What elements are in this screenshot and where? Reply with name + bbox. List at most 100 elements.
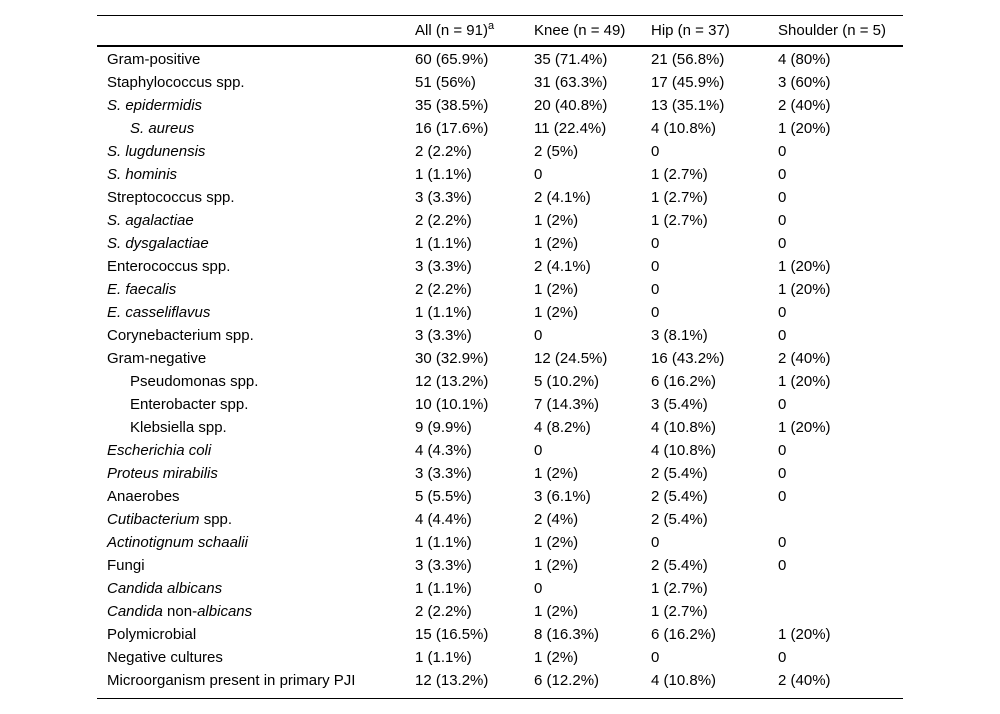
cell-value: 0: [778, 235, 787, 252]
cell-value: 2 (2.2%): [415, 281, 472, 298]
table-row: Pseudomonas spp. 12 (13.2%) 5 (10.2%) 6 (16…: [97, 370, 903, 393]
row-label-italic-segment: S. agalactiae: [107, 212, 194, 229]
table-row: E. casseliflavus 1 (1.1%) 1 (2%) 0 0: [97, 301, 903, 324]
cell-value: 60 (65.9%): [415, 51, 489, 68]
cell-value: 2 (5.4%): [651, 511, 708, 528]
cell-value: 0: [651, 258, 660, 275]
header-column-4: Shoulder (n = 5): [778, 15, 903, 47]
table-row: Klebsiella spp. 9 (9.9%) 4 (8.2%) 4 (10.8%)…: [97, 416, 903, 439]
cell-value: [778, 600, 903, 623]
row-label: Candida non-albicans: [97, 600, 415, 623]
cell-value: 0: [778, 488, 787, 505]
cell-value: 0: [651, 235, 660, 252]
row-label-italic-segment: S. epidermidis: [107, 97, 203, 114]
row-label: Proteus mirabilis: [97, 462, 415, 485]
cell-value: 12 (13.2%): [415, 373, 489, 390]
header-column-2: Knee (n = 49): [534, 15, 651, 47]
cell-value: 1 (2%): [534, 281, 579, 298]
cell-value: 1 (20%): [778, 258, 831, 275]
row-label-segment: Fungi: [107, 557, 145, 574]
cell-value: 51 (56%): [415, 74, 476, 91]
cell-value: 1 (1.1%): [415, 580, 472, 597]
cell-value: 1 (2.7%): [651, 212, 708, 229]
row-label-italic-segment: S. hominis: [107, 166, 178, 183]
cell-value: 1 (20%): [778, 373, 831, 390]
table-row: S. hominis 1 (1.1%) 0 1 (2.7%) 0: [97, 163, 903, 186]
row-label-segment: Polymicrobial: [107, 626, 197, 643]
cell-value: 3 (60%): [778, 74, 831, 91]
cell-value: 0: [651, 649, 660, 666]
cell-value: 1 (1.1%): [415, 235, 472, 252]
row-label-italic-segment: Candida albicans: [107, 580, 223, 597]
cell-value: 35 (71.4%): [534, 51, 608, 68]
table-row: Staphylococcus spp. 51 (56%) 31 (63.3%) 17 …: [97, 71, 903, 94]
table-row: Enterobacter spp. 10 (10.1%) 7 (14.3%) 3 (5…: [97, 393, 903, 416]
row-label-italic-segment: Proteus mirabilis: [107, 465, 218, 482]
row-label-segment: Negative cultures: [107, 649, 223, 666]
cell-value: 11 (22.4%): [534, 120, 607, 137]
cell-value: 0: [534, 580, 543, 597]
cell-value: 1 (20%): [778, 626, 831, 643]
cell-value: 1 (2%): [534, 557, 579, 574]
table-row: S. aureus 16 (17.6%) 11 (22.4%) 4 (10.8%) 1 …: [97, 117, 903, 140]
cell-value: 12 (13.2%): [415, 672, 489, 689]
cell-value: 17 (45.9%): [651, 74, 725, 91]
cell-value: 4 (80%): [778, 51, 831, 68]
cell-value: 35 (38.5%): [415, 97, 489, 114]
cell-value: 2 (2.2%): [415, 603, 472, 620]
row-label: Cutibacterium spp.: [97, 508, 415, 531]
cell-value: 1 (2.7%): [651, 580, 708, 597]
table-row: Anaerobes 5 (5.5%) 3 (6.1%) 2 (5.4%) 0: [97, 485, 903, 508]
cell-value: 0: [534, 327, 543, 344]
table-row: Polymicrobial 15 (16.5%) 8 (16.3%) 6 (16.2%…: [97, 623, 903, 646]
header-footnote-marker: a: [487, 20, 495, 32]
cell-value: 20 (40.8%): [534, 97, 608, 114]
row-label-italic-segment: Actinotignum schaalii: [107, 534, 248, 551]
cell-value: 0: [778, 143, 787, 160]
table-row: Negative cultures 1 (1.1%) 1 (2%) 0 0: [97, 646, 903, 669]
cell-value: 4 (10.8%): [651, 672, 717, 689]
row-label: E. casseliflavus: [97, 301, 415, 324]
cell-value: 5 (5.5%): [415, 488, 472, 505]
row-label-italic-segment: S. lugdunensis: [107, 143, 206, 160]
cell-value: [778, 577, 903, 600]
cell-value: 2 (4.1%): [534, 258, 591, 275]
row-label-italic-segment: albicans: [197, 603, 253, 620]
table-row: Fungi 3 (3.3%) 1 (2%) 2 (5.4%) 0: [97, 554, 903, 577]
cell-value: 31 (63.3%): [534, 74, 608, 91]
row-label: Pseudomonas spp.: [97, 370, 415, 393]
cell-value: 21 (56.8%): [651, 51, 725, 68]
cell-value: 1 (1.1%): [415, 166, 472, 183]
row-label: Candida albicans: [97, 577, 415, 600]
cell-value: 16 (17.6%): [415, 120, 489, 137]
row-label-segment: Gram-negative: [107, 350, 207, 367]
row-label-italic-segment: S. aureus: [130, 120, 195, 137]
cell-value: 0: [778, 649, 787, 666]
cell-value: 0: [651, 281, 660, 298]
cell-value: 3 (3.3%): [415, 465, 472, 482]
row-label-segment: Klebsiella spp.: [130, 419, 227, 436]
cell-value: 6 (16.2%): [651, 626, 717, 643]
table-header-row: All (n = 91)a Knee (n = 49) Hip (n = 37) Sh…: [97, 15, 903, 47]
row-label: Corynebacterium spp.: [97, 324, 415, 347]
table-row: S. agalactiae 2 (2.2%) 1 (2%) 1 (2.7%) 0: [97, 209, 903, 232]
cell-value: 2 (40%): [778, 672, 831, 689]
cell-value: [778, 508, 903, 531]
row-label-segment: Enterobacter spp.: [130, 396, 249, 413]
table-row: S. lugdunensis 2 (2.2%) 2 (5%) 0 0: [97, 140, 903, 163]
cell-value: 1 (2%): [534, 235, 579, 252]
row-label: Anaerobes: [97, 485, 415, 508]
cell-value: 9 (9.9%): [415, 419, 472, 436]
cell-value: 1 (2.7%): [651, 603, 708, 620]
row-label-segment: spp.: [199, 511, 233, 528]
cell-value: 3 (3.3%): [415, 557, 472, 574]
row-label-italic-segment: Cutibacterium: [107, 511, 200, 528]
header-column-text: All (n = 91): [415, 22, 488, 39]
cell-value: 2 (5.4%): [651, 557, 708, 574]
row-label-segment: Gram-positive: [107, 51, 201, 68]
cell-value: 2 (40%): [778, 350, 831, 367]
cell-value: 0: [778, 396, 787, 413]
table-row: Streptococcus spp. 3 (3.3%) 2 (4.1%) 1 (2.7…: [97, 186, 903, 209]
table-row: Candida non-albicans 2 (2.2%) 1 (2%) 1 (2.7…: [97, 600, 903, 623]
table-row: Proteus mirabilis 3 (3.3%) 1 (2%) 2 (5.4%) 0: [97, 462, 903, 485]
